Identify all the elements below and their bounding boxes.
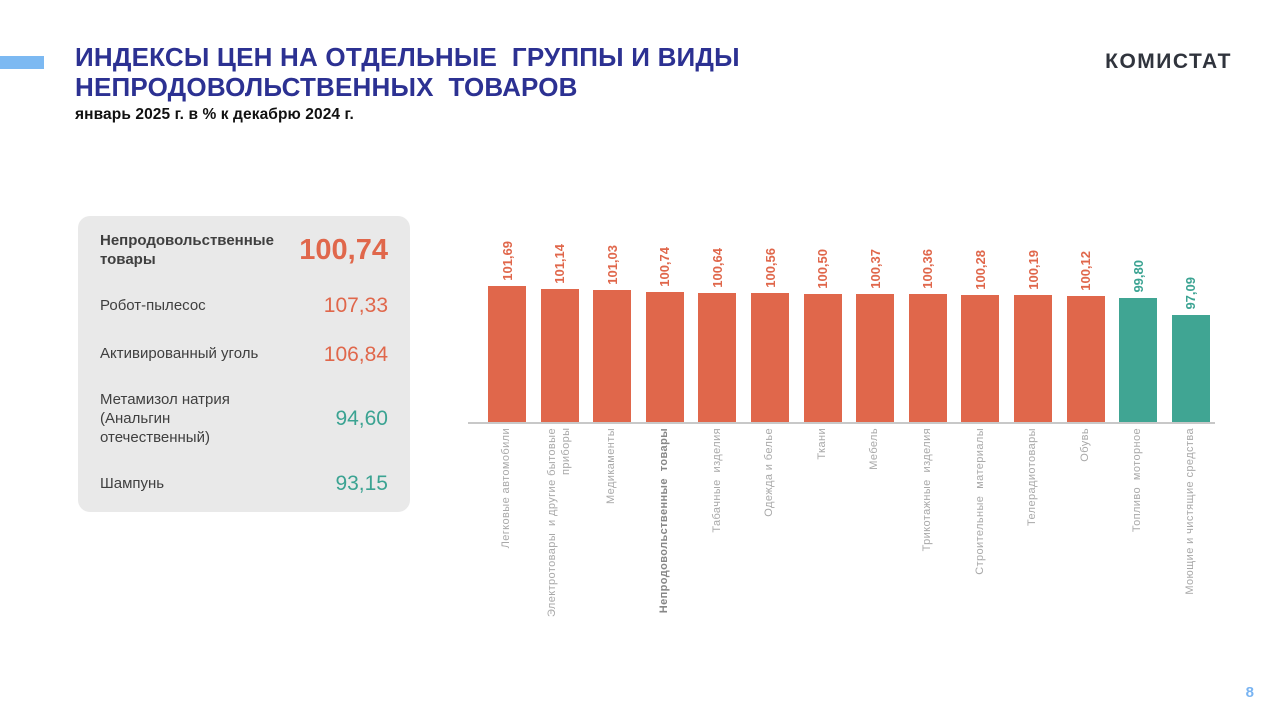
bar-value-label: 100,56 xyxy=(762,248,778,288)
bar-value-label: 101,03 xyxy=(604,245,620,285)
bar-column: 100,36 xyxy=(908,230,947,423)
bar xyxy=(540,289,579,423)
category-column: Табачные изделия xyxy=(698,428,736,533)
panel-row: Метамизол натрия (Анальгин отечественный… xyxy=(100,391,388,447)
bar-column: 101,03 xyxy=(593,230,632,423)
bar xyxy=(803,294,842,423)
bar-column: 101,69 xyxy=(488,230,526,423)
bar-column: 100,50 xyxy=(803,230,842,423)
category-label: Электротовары и другие бытовые приборы xyxy=(545,428,572,618)
accent-bar xyxy=(0,56,44,69)
bar-value-label: 100,64 xyxy=(709,248,725,288)
bar xyxy=(488,286,526,423)
x-axis-line xyxy=(468,422,1215,424)
page-subtitle: январь 2025 г. в % к декабрю 2024 г. xyxy=(75,105,354,123)
bar xyxy=(698,293,737,423)
panel-row-label: Метамизол натрия (Анальгин отечественный… xyxy=(100,391,230,446)
category-axis: Легковые автомобили Электротовары и други… xyxy=(488,428,1210,653)
bar xyxy=(1014,295,1053,423)
bar-chart: 101,69 101,14 101,03 100,74 100,64 100,56 100,… xyxy=(488,230,1210,423)
panel-row-value: 106,84 xyxy=(323,342,388,366)
panel-row-label: Активированный уголь xyxy=(100,345,259,363)
category-column: Телерадиотовары xyxy=(1014,428,1052,526)
category-label: Моющие и чистящие средства xyxy=(1184,428,1197,595)
bar-value-label: 100,28 xyxy=(972,250,988,290)
panel-row: Шампунь 93,15 xyxy=(100,472,388,496)
category-label: Телерадиотовары xyxy=(1026,428,1039,526)
panel-row-value: 100,74 xyxy=(299,234,388,267)
bar-value-label: 100,19 xyxy=(1025,250,1041,290)
category-column: Электротовары и другие бытовые приборы xyxy=(541,428,579,617)
category-label: Медикаменты xyxy=(605,428,618,504)
bar xyxy=(856,294,895,423)
category-label: Ткани xyxy=(815,428,828,460)
bar-column: 100,64 xyxy=(698,230,737,423)
panel-row-value: 93,15 xyxy=(335,472,388,495)
bar-column: 100,28 xyxy=(961,230,1000,423)
panel-row-label: Непродовольственные товары xyxy=(100,232,274,268)
panel-row-label: Шампунь xyxy=(100,474,165,492)
category-column: Мебель xyxy=(856,428,894,470)
bar-value-label: 99,80 xyxy=(1130,260,1146,293)
bar-value-label: 97,09 xyxy=(1183,277,1199,310)
category-label: Трикотажные изделия xyxy=(921,428,933,552)
category-label: Мебель xyxy=(868,428,881,470)
category-label: Табачные изделия xyxy=(710,428,723,533)
summary-panel: Непродовольственные товары 100,74 Робот-пы… xyxy=(78,216,410,512)
category-column: Ткани xyxy=(804,428,842,460)
bar xyxy=(1171,315,1210,423)
komistat-logo: КОМИСТАТ xyxy=(1105,50,1232,73)
bar-column: 100,37 xyxy=(856,230,895,423)
header-block: ИНДЕКСЫ ЦЕН НА ОТДЕЛЬНЫЕ ГРУППЫ И ВИДЫ Н… xyxy=(75,42,1035,124)
category-column: Легковые автомобили xyxy=(488,428,526,548)
category-column: Одежда и белье xyxy=(751,428,789,517)
category-label: Одежда и белье xyxy=(763,428,776,517)
bar-value-label: 100,12 xyxy=(1078,251,1094,291)
category-label: Строительные материалы xyxy=(973,428,986,575)
category-label: Обувь xyxy=(1078,428,1091,462)
bar-column: 100,74 xyxy=(645,230,684,423)
category-label: Топливо моторное xyxy=(1131,428,1144,533)
bar-column: 100,19 xyxy=(1014,230,1053,423)
category-column: Обувь xyxy=(1067,428,1105,462)
bar xyxy=(751,293,790,423)
panel-row-label: Робот-пылесос xyxy=(100,296,206,314)
bar-column: 100,56 xyxy=(751,230,790,423)
category-column: Трикотажные изделия xyxy=(909,428,947,551)
panel-row: Непродовольственные товары 100,74 xyxy=(100,232,388,270)
category-label: Легковые автомобили xyxy=(500,428,513,549)
category-column: Непродовольственные товары xyxy=(646,428,684,613)
panel-row: Робот-пылесос 107,33 xyxy=(100,294,388,318)
category-column: Медикаменты xyxy=(593,428,631,504)
bar-column: 99,80 xyxy=(1119,230,1158,423)
bar-value-label: 101,69 xyxy=(499,241,515,281)
panel-row-value: 107,33 xyxy=(323,294,388,318)
bar-value-label: 100,50 xyxy=(815,249,831,289)
bar xyxy=(908,294,947,423)
page-number: 8 xyxy=(1245,684,1254,701)
bar xyxy=(961,295,1000,423)
bar-value-label: 100,36 xyxy=(920,249,936,289)
category-column: Строительные материалы xyxy=(961,428,999,575)
bar xyxy=(1119,298,1158,423)
bar-column: 97,09 xyxy=(1171,230,1210,423)
bar-column: 101,14 xyxy=(540,230,579,423)
category-column: Топливо моторное xyxy=(1119,428,1157,532)
bar-value-label: 100,74 xyxy=(657,247,673,287)
bar-value-label: 100,37 xyxy=(867,249,883,289)
bar xyxy=(645,292,684,423)
category-column: Моющие и чистящие средства xyxy=(1172,428,1210,595)
category-label: Непродовольственные товары xyxy=(657,428,670,614)
bar xyxy=(593,290,632,423)
page-title: ИНДЕКСЫ ЦЕН НА ОТДЕЛЬНЫЕ ГРУППЫ И ВИДЫ Н… xyxy=(75,42,740,103)
panel-row-value: 94,60 xyxy=(335,407,388,431)
bar-column: 100,12 xyxy=(1066,230,1105,423)
bar xyxy=(1066,296,1105,423)
panel-row: Активированный уголь 106,84 xyxy=(100,343,388,367)
bar-value-label: 101,14 xyxy=(552,244,568,284)
